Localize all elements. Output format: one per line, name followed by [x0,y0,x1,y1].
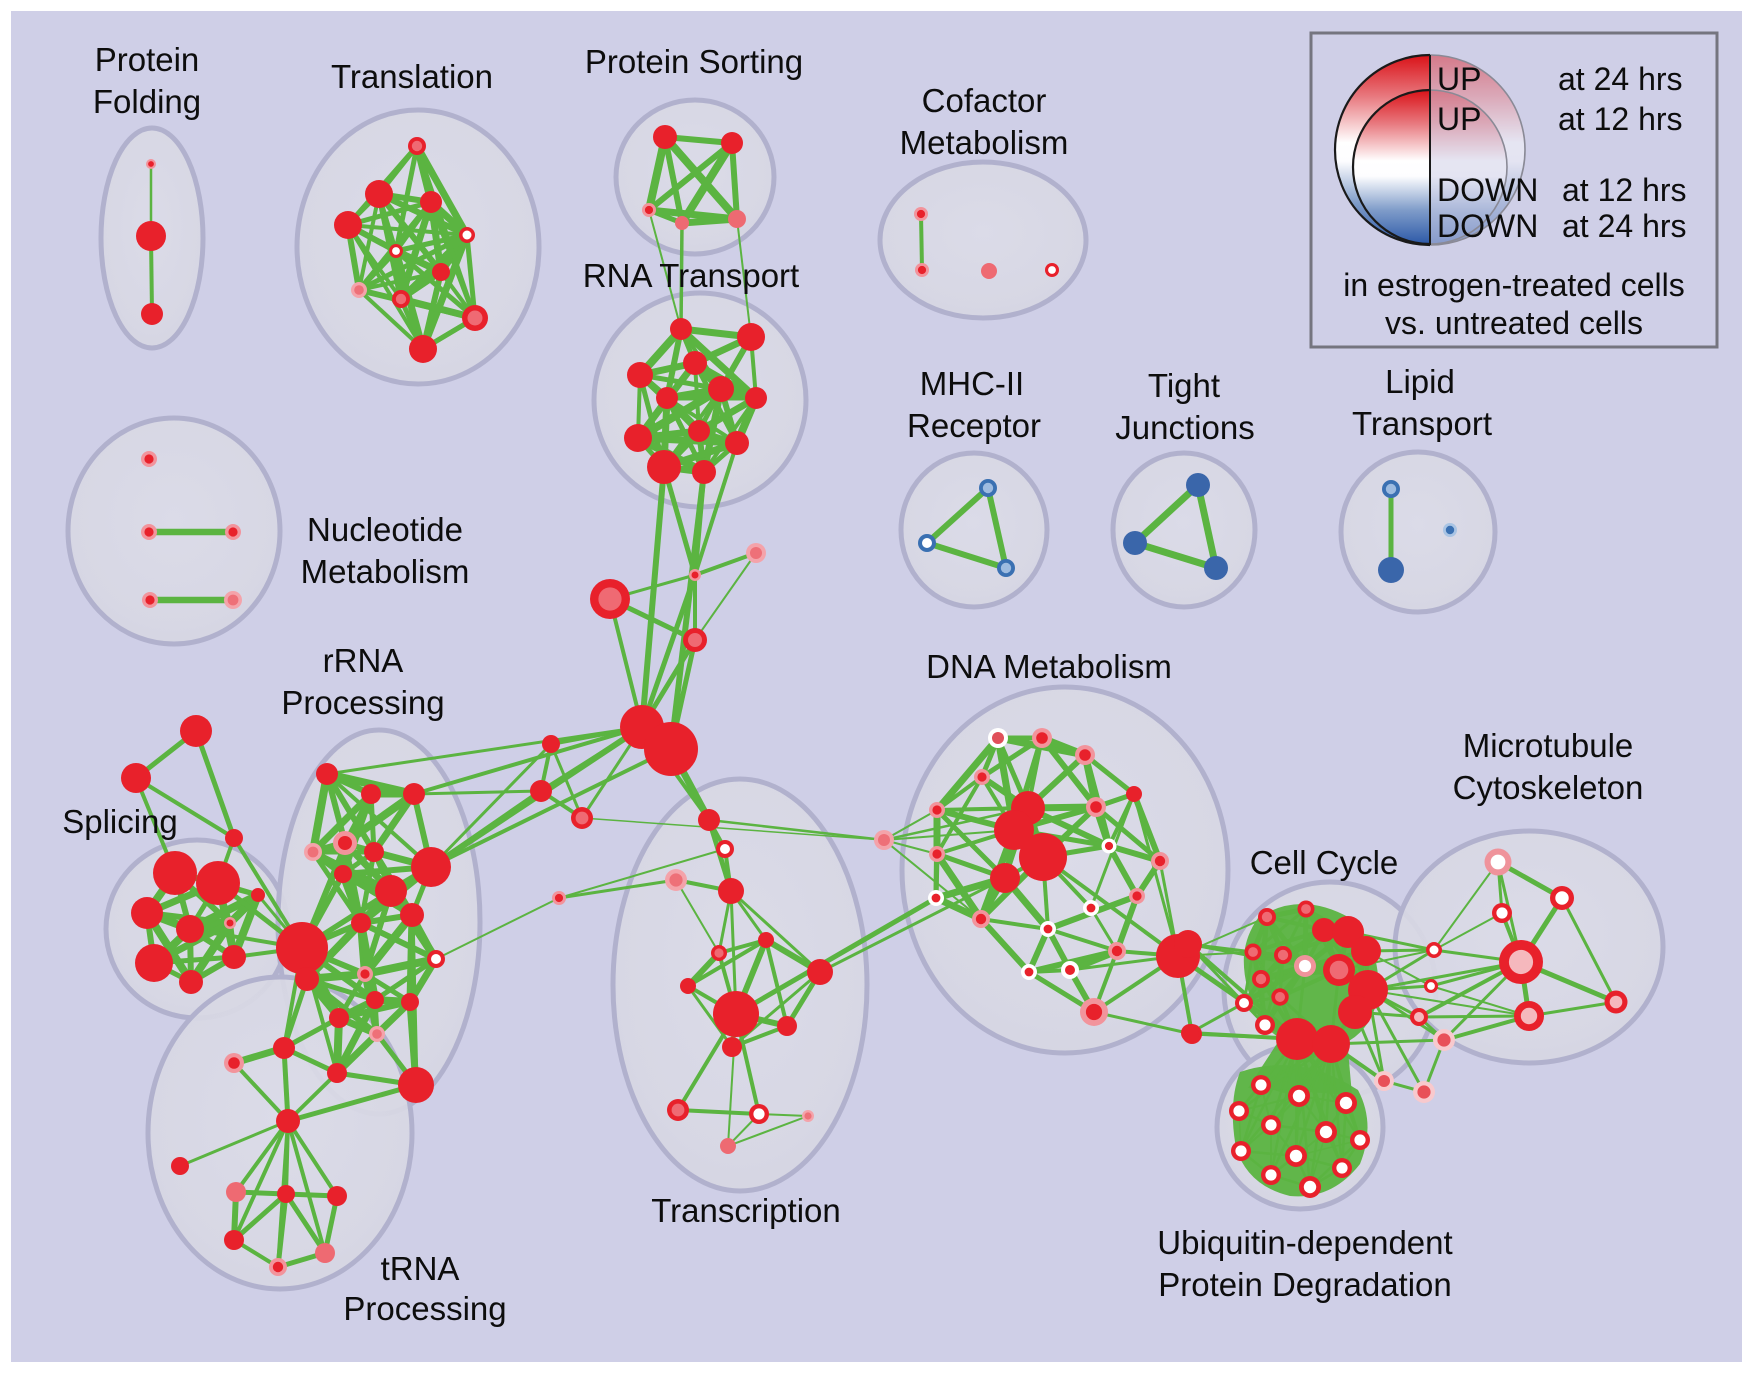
svg-text:RNA Transport: RNA Transport [583,257,799,294]
svg-text:Cell Cycle: Cell Cycle [1250,844,1399,881]
svg-text:at 12 hrs: at 12 hrs [1558,101,1683,137]
svg-text:DNA Metabolism: DNA Metabolism [926,648,1172,685]
svg-text:UP: UP [1437,101,1481,137]
svg-text:rRNA: rRNA [323,642,404,679]
svg-text:at 24 hrs: at 24 hrs [1562,208,1687,244]
svg-text:MHC-II: MHC-II [920,365,1024,402]
svg-text:Protein Degradation: Protein Degradation [1158,1266,1452,1303]
svg-text:Cytoskeleton: Cytoskeleton [1453,769,1644,806]
svg-text:Receptor: Receptor [907,407,1041,444]
svg-text:at 12 hrs: at 12 hrs [1562,172,1687,208]
svg-text:Processing: Processing [343,1290,506,1327]
svg-text:in estrogen-treated cells: in estrogen-treated cells [1343,267,1685,303]
svg-text:Processing: Processing [281,684,444,721]
svg-text:UP: UP [1437,61,1481,97]
svg-text:Metabolism: Metabolism [900,124,1069,161]
svg-text:DOWN: DOWN [1437,172,1538,208]
svg-text:DOWN: DOWN [1437,208,1538,244]
svg-text:Transport: Transport [1352,405,1492,442]
svg-text:Cofactor: Cofactor [922,82,1047,119]
svg-text:Metabolism: Metabolism [301,553,470,590]
svg-text:at 24 hrs: at 24 hrs [1558,61,1683,97]
svg-text:tRNA: tRNA [381,1250,460,1287]
svg-text:Protein: Protein [95,41,200,78]
svg-text:Tight: Tight [1148,367,1220,404]
svg-text:Folding: Folding [93,83,201,120]
svg-text:Transcription: Transcription [651,1192,841,1229]
svg-text:Protein Sorting: Protein Sorting [585,43,803,80]
svg-text:Translation: Translation [331,58,493,95]
svg-text:Junctions: Junctions [1115,409,1254,446]
svg-text:Splicing: Splicing [62,803,178,840]
svg-text:Lipid: Lipid [1385,363,1455,400]
svg-text:Microtubule: Microtubule [1463,727,1634,764]
svg-text:Nucleotide: Nucleotide [307,511,463,548]
svg-text:vs. untreated cells: vs. untreated cells [1385,305,1643,341]
svg-text:Ubiquitin-dependent: Ubiquitin-dependent [1157,1224,1452,1261]
